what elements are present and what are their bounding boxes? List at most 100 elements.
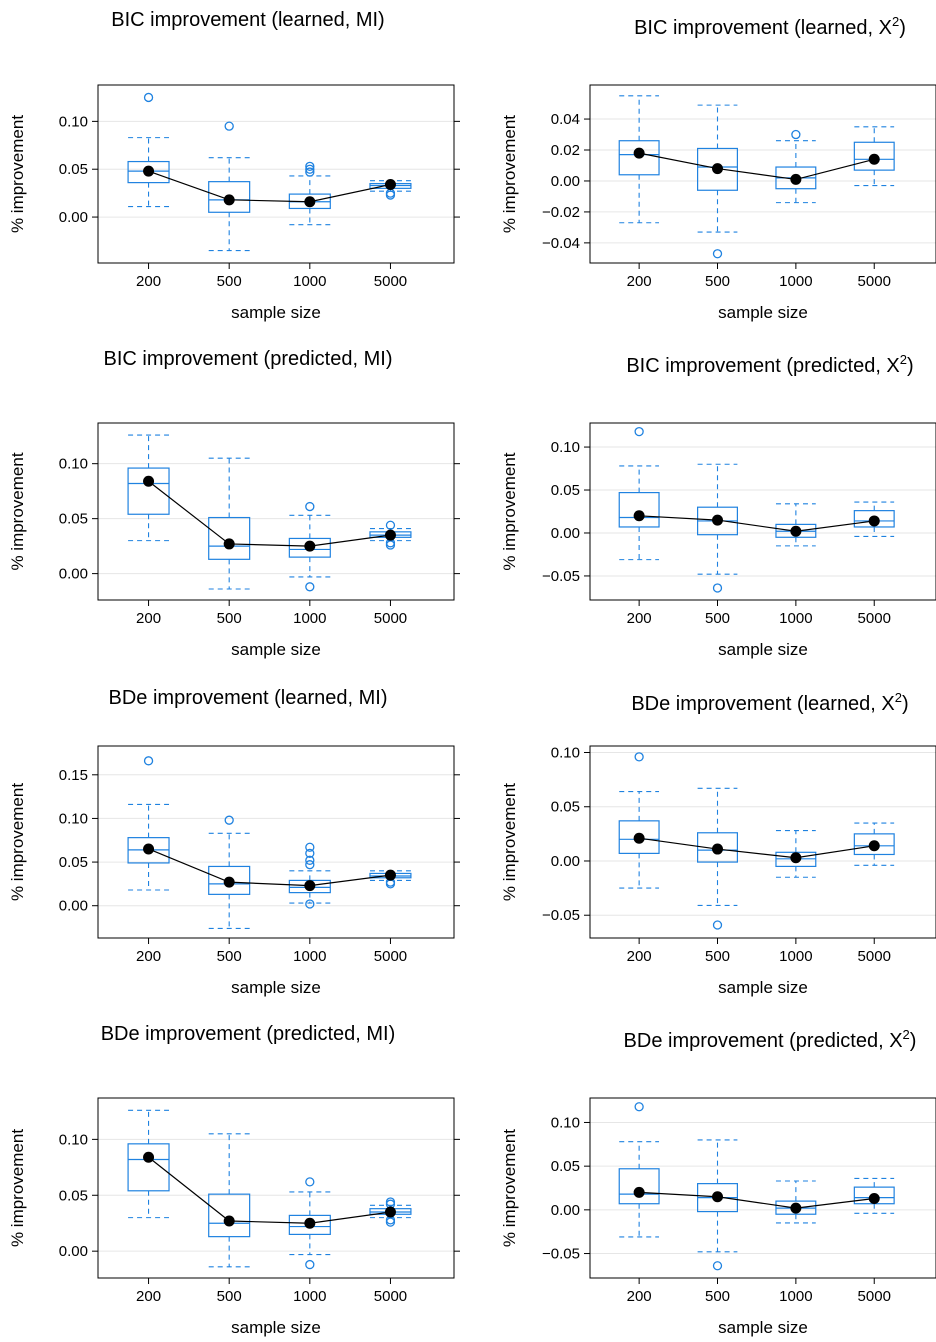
outlier-point [385, 520, 396, 530]
outlier-point [712, 249, 723, 259]
y-axis-label: % improvement [8, 783, 27, 901]
chart-title-end: ) [899, 17, 906, 39]
y-tick-label: 0.00 [59, 566, 88, 583]
box-500 [208, 121, 251, 252]
x-tick-label: 1000 [293, 273, 326, 290]
mean-point [223, 538, 235, 550]
y-tick-label: −0.05 [542, 1246, 580, 1263]
plot-frame [589, 1097, 936, 1279]
mean-point [304, 540, 316, 552]
y-tick-label: −0.05 [542, 568, 580, 585]
x-axis-label: sample size [231, 1318, 321, 1337]
y-tick-label: 0.10 [551, 439, 580, 456]
outlier-point [305, 848, 315, 858]
outlier-point [305, 501, 315, 512]
y-tick-label: 0.10 [59, 810, 88, 827]
chart-title: BDe improvement (learned, X2) [631, 690, 908, 715]
outlier-point [305, 860, 315, 870]
outlier-point [224, 121, 234, 131]
x-tick-label: 500 [705, 610, 730, 627]
x-tick-label: 1000 [779, 948, 812, 965]
mean-point [633, 1186, 645, 1198]
chart-title: BIC improvement (predicted, MI) [104, 348, 393, 370]
plot-frame [97, 84, 455, 264]
x-axis-label: sample size [718, 978, 808, 997]
box-1000 [775, 129, 817, 204]
x-tick-label: 200 [627, 948, 652, 965]
mean-line [148, 848, 391, 887]
x-tick-label: 1000 [779, 1288, 812, 1305]
y-tick-label: 0.05 [551, 1158, 580, 1175]
chart-title-main: BDe improvement (learned, MI) [109, 687, 388, 709]
x-axis-label: sample size [231, 640, 321, 659]
chart-title: BIC improvement (learned, X2) [634, 14, 906, 39]
x-tick-label: 500 [705, 273, 730, 290]
box-body [208, 865, 251, 895]
y-tick-label: 0.10 [59, 1131, 88, 1148]
box-body [288, 1214, 331, 1235]
plot-frame [97, 422, 455, 601]
box-body [208, 516, 251, 560]
chart-title-superscript: 2 [892, 14, 899, 29]
plot-frame [97, 745, 455, 939]
box-1000 [775, 503, 817, 547]
box-200 [618, 426, 660, 561]
mean-point [712, 1191, 724, 1203]
y-tick-label: 0.10 [551, 745, 580, 762]
chart-panel-7: 0.00 0.05 0.10 200 500 1000 5000 BDe improvemen… [8, 1023, 460, 1337]
outlier-point [305, 582, 315, 592]
box-body [853, 510, 895, 528]
box-body [618, 1168, 660, 1205]
y-tick-label: 0.00 [551, 1202, 580, 1219]
x-axis-label: sample size [718, 1318, 808, 1337]
chart-title: BIC improvement (learned, MI) [111, 9, 384, 31]
mean-point [790, 173, 802, 185]
x-tick-label: 1000 [293, 1288, 326, 1305]
box-200 [127, 1109, 170, 1219]
mean-line [148, 1156, 391, 1224]
box-500 [697, 787, 738, 930]
mean-line [639, 152, 875, 181]
chart-title: BIC improvement (predicted, X2) [626, 352, 913, 377]
y-tick-label: 0.10 [551, 1114, 580, 1131]
outlier-point [305, 899, 315, 909]
box-1000 [288, 842, 331, 909]
chart-panel-5: 0.00 0.05 0.10 0.15 200 500 1000 5000 BDe improv… [8, 687, 460, 997]
chart-panel-8: −0.05 0.00 0.05 0.10 200 500 1000 5000 BDe impro… [500, 1027, 936, 1337]
y-tick-label: 0.00 [551, 525, 580, 542]
y-tick-label: 0.04 [551, 111, 580, 128]
mean-point [304, 196, 316, 208]
y-tick-label: −0.04 [542, 235, 580, 252]
y-axis-label: % improvement [8, 1129, 27, 1247]
x-tick-label: 500 [705, 1288, 730, 1305]
mean-point [712, 514, 724, 526]
outlier-point [385, 190, 396, 200]
x-tick-label: 500 [217, 1288, 242, 1305]
box-body [127, 160, 170, 184]
y-axis-label: % improvement [500, 452, 519, 570]
x-tick-label: 500 [217, 610, 242, 627]
y-tick-label: 0.00 [551, 853, 580, 870]
x-tick-label: 1000 [293, 610, 326, 627]
y-tick-label: 0.10 [59, 113, 88, 130]
x-axis-label: sample size [231, 303, 321, 322]
mean-line [148, 480, 391, 547]
box-body [208, 181, 251, 213]
plot-frame [589, 745, 936, 939]
mean-point [633, 510, 645, 522]
x-tick-label: 5000 [374, 273, 407, 290]
chart-title-superscript: 2 [903, 1027, 910, 1042]
x-tick-label: 5000 [858, 610, 891, 627]
chart-title-superscript: 2 [900, 352, 907, 367]
outlier-point [634, 426, 644, 437]
mean-line [639, 1191, 875, 1209]
box-body [127, 467, 170, 515]
x-tick-label: 5000 [858, 273, 891, 290]
y-tick-label: 0.00 [59, 209, 88, 226]
mean-point [868, 153, 880, 165]
x-tick-label: 200 [136, 1288, 161, 1305]
x-tick-label: 500 [705, 948, 730, 965]
box-200 [127, 92, 170, 208]
y-axis-label: % improvement [500, 783, 519, 901]
mean-line [639, 837, 875, 859]
